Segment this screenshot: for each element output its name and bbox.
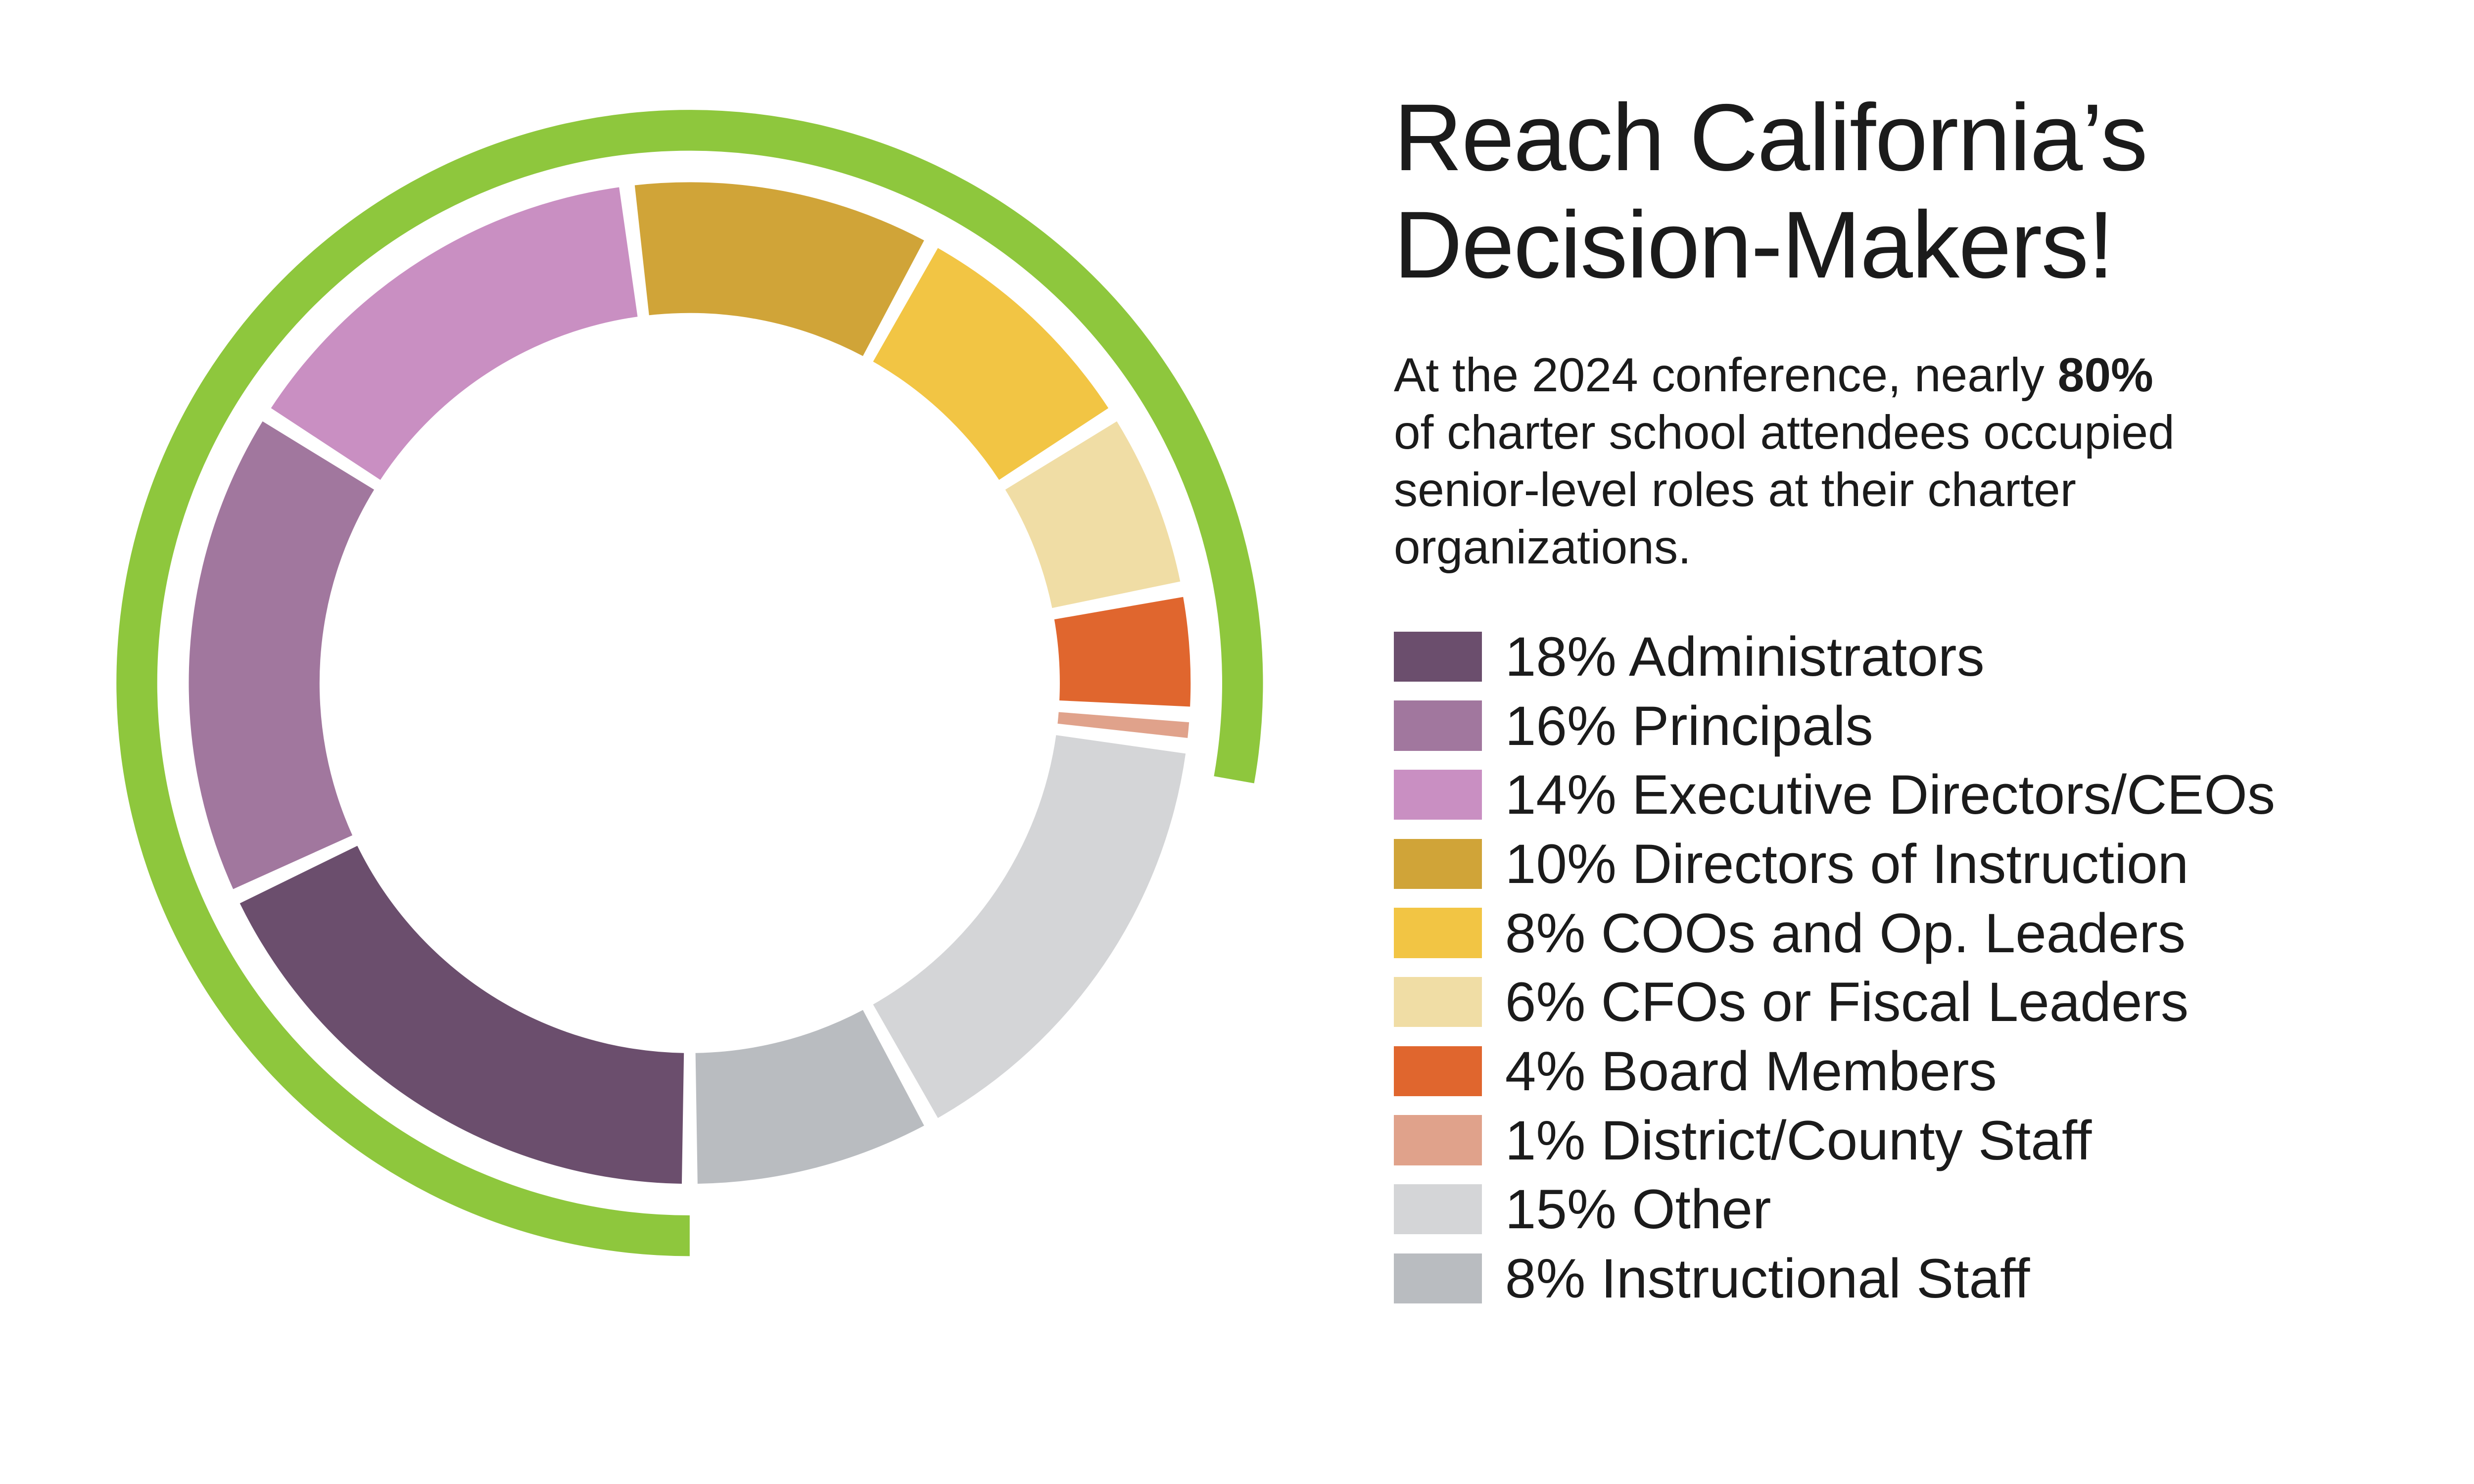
legend-label: 4% Board Members <box>1505 1040 1997 1103</box>
donut-segment-executive-directors-ceos <box>271 187 638 480</box>
legend-swatch <box>1393 1253 1482 1303</box>
legend-label: 8% Instructional Staff <box>1505 1247 2030 1309</box>
legend-label: 1% District/County Staff <box>1505 1109 2092 1171</box>
legend-label: 8% COOs and Op. Leaders <box>1505 901 2186 964</box>
donut-segment-directors-of-instruction <box>634 182 924 356</box>
legend-swatch <box>1393 976 1482 1027</box>
legend-item: 14% Executive Directors/CEOs <box>1393 763 2276 826</box>
legend-item: 18% Administrators <box>1393 625 2275 688</box>
legend-item: 10% Directors of Instruction <box>1393 833 2275 895</box>
intro-text-start: At the 2024 conference, nearly <box>1393 349 2058 402</box>
legend-item: 8% COOs and Op. Leaders <box>1393 901 2275 964</box>
infographic: Reach California’s Decision-Makers! At t… <box>116 84 2474 1323</box>
legend-item: 6% CFOs or Fiscal Leaders <box>1393 971 2275 1033</box>
legend-swatch <box>1393 700 1482 751</box>
legend-swatch <box>1393 631 1482 682</box>
legend-label: 10% Directors of Instruction <box>1505 833 2189 895</box>
donut-segment-district-county-staff <box>1057 712 1189 738</box>
legend-swatch <box>1393 838 1482 889</box>
legend-item: 4% Board Members <box>1393 1040 2275 1103</box>
highlight-arc <box>116 110 1263 1256</box>
legend-swatch <box>1393 1046 1482 1096</box>
legend-item: 1% District/County Staff <box>1393 1109 2275 1171</box>
donut-chart <box>116 110 1263 1256</box>
legend-swatch <box>1393 770 1482 820</box>
legend-label: 15% Other <box>1505 1178 1771 1241</box>
donut-segment-cfos-or-fiscal-leaders <box>1005 421 1181 608</box>
legend-label: 6% CFOs or Fiscal Leaders <box>1505 971 2189 1033</box>
donut-segment-administrators <box>239 845 684 1184</box>
legend-item: 16% Principals <box>1393 694 2275 757</box>
legend-item: 8% Instructional Staff <box>1393 1247 2275 1309</box>
legend-label: 18% Administrators <box>1505 625 1985 688</box>
donut-segment-board-members <box>1054 597 1191 707</box>
donut-segment-other <box>873 735 1186 1118</box>
donut-segment-instructional-staff <box>695 1010 924 1184</box>
legend-item: 15% Other <box>1393 1178 2275 1241</box>
page-title: Reach California’s Decision-Makers! <box>1393 84 2148 298</box>
legend-label: 16% Principals <box>1505 694 1873 757</box>
legend-swatch <box>1393 1184 1482 1235</box>
donut-segment-principals <box>189 421 375 889</box>
intro-stat: 80% <box>2057 349 2153 402</box>
donut-segment-coos-and-op-leaders <box>873 248 1109 480</box>
legend: 18% Administrators 16% Principals 14% Exec… <box>1393 625 2276 1323</box>
intro-paragraph: At the 2024 conference, nearly 80% of ch… <box>1394 347 2474 576</box>
legend-swatch <box>1393 1115 1482 1165</box>
intro-text-end: of charter school attendees occupied sen… <box>1393 406 2175 574</box>
legend-swatch <box>1393 908 1482 958</box>
legend-label: 14% Executive Directors/CEOs <box>1505 763 2276 826</box>
